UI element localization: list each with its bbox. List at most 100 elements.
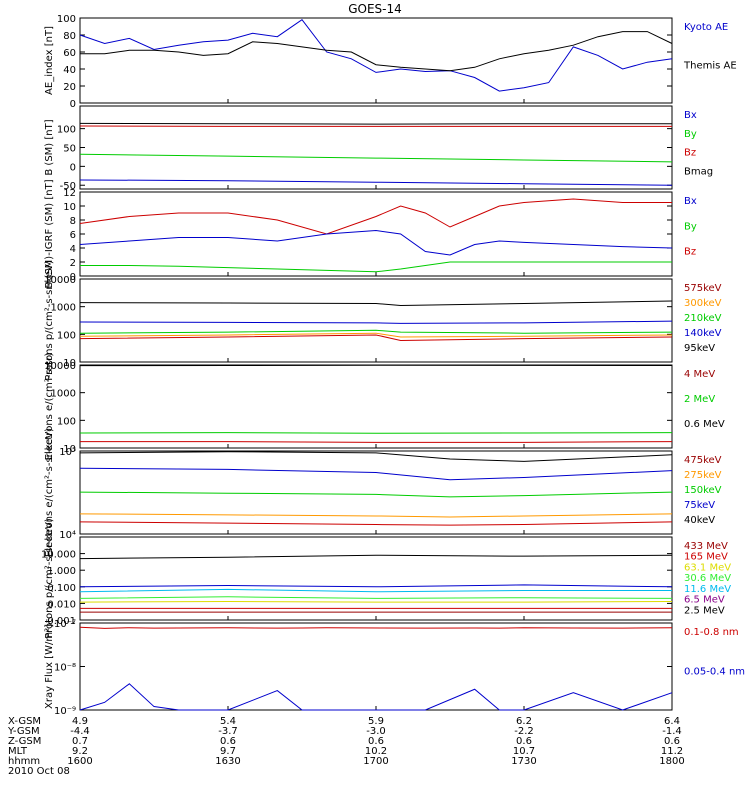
y-tick-label: 10000	[44, 275, 76, 286]
x-axis-value: 1600	[67, 756, 92, 767]
legend-entry: 210keV	[684, 313, 722, 324]
legend-entry: 575keV	[684, 283, 722, 294]
series-line-40kev	[79, 451, 673, 462]
legend-entry: Bz	[684, 148, 696, 159]
series-line-0-1-0-8-nm	[79, 626, 673, 629]
legend-entry: 75keV	[684, 500, 715, 511]
x-axis-value: 6.2	[516, 716, 532, 727]
y-tick-label: 0	[70, 99, 76, 110]
y-axis-label: B (SM)-IGRF (SM) [nT]	[44, 179, 55, 288]
legend-entry: 0.05-0.4 nm	[684, 667, 745, 678]
y-tick-label: 60	[63, 48, 76, 59]
series-line-300kev	[79, 332, 673, 338]
x-axis-value: 4.9	[72, 716, 88, 727]
series-line-2-mev	[79, 432, 673, 434]
x-axis-value: -4.4	[70, 726, 90, 737]
x-axis-table: X-GSM 4.9 5.4 5.9 6.2 6.4 Y-GSM -4.4 -3.7 -3.0 -2.…	[7, 716, 685, 777]
series-line-kyoto-ae	[79, 19, 673, 92]
panel-frame	[79, 536, 673, 621]
series-line-11-6-mev	[79, 588, 672, 593]
y-tick-label: 1000	[51, 303, 76, 314]
y-tick-label: 8	[70, 216, 76, 227]
y-tick-label: 100	[57, 14, 76, 25]
legend-entry: By	[684, 221, 697, 232]
legend-entry: 0.6 MeV	[684, 419, 725, 430]
panel-2: 0 2 4 6 8 10 12 B (SM)-IGRF (SM) [nT] Bx By Bz	[44, 179, 697, 288]
series-line-95kev	[79, 300, 673, 307]
y-tick-label: 40	[63, 65, 76, 76]
y-tick-label: 12	[63, 188, 76, 199]
legend-entry: 11.6 MeV	[684, 584, 731, 595]
legend-entry: 2.5 MeV	[684, 605, 725, 616]
series-line-themis-ae	[80, 31, 673, 72]
panel-5: 10⁴ 10⁵ Electrons e/(cm²-s-sr-keV) 475keV 27…	[44, 428, 722, 557]
series-line-4-mev	[80, 441, 673, 443]
y-tick-label: 0.010	[47, 599, 76, 610]
x-axis-value: 0.7	[72, 736, 88, 747]
x-axis-row-label: X-GSM	[8, 716, 41, 727]
series-line-6-5-mev	[79, 584, 673, 588]
y-tick-label: 50	[63, 144, 76, 155]
y-tick-label: 100	[57, 125, 76, 136]
series-line-475kev	[79, 521, 673, 526]
y-tick-label: 80	[63, 31, 76, 42]
x-axis-value: -1.4	[662, 726, 682, 737]
y-tick-label: 100	[57, 416, 76, 427]
y-tick-label: 0.001	[47, 616, 76, 627]
y-axis-label: Protons p/(cm²-s-sr-keV)	[44, 518, 55, 639]
legend-entry: Bmag	[684, 166, 713, 177]
x-axis-value: -3.7	[218, 726, 238, 737]
y-axis-label: Electrons e/(cm²-s-sr)	[44, 353, 55, 461]
x-axis-value: 0.6	[220, 736, 236, 747]
y-tick-label: 1.000	[47, 566, 76, 577]
y-axis-label: Protons p/(cm²-s-sr-keV)	[44, 260, 55, 381]
y-tick-label: 6	[70, 230, 76, 241]
legend-entry: By	[684, 129, 697, 140]
y-tick-label: 100	[57, 330, 76, 341]
legend-entry: 165 MeV	[684, 552, 728, 563]
y-tick-label: 2	[70, 258, 76, 269]
y-tick-label: 4	[70, 244, 76, 255]
legend-entry: 95keV	[684, 343, 715, 354]
legend-entry: 30.6 MeV	[684, 573, 731, 584]
x-axis-value: 5.9	[368, 716, 384, 727]
date-label: 2010 Oct 08	[8, 766, 70, 777]
y-tick-label: 0	[70, 272, 76, 283]
x-axis-value: 1800	[659, 756, 684, 767]
legend-entry: 0.1-0.8 nm	[684, 627, 739, 638]
series-line-by	[79, 153, 673, 163]
series-line-140kev	[79, 320, 673, 324]
series-line-210kev	[79, 329, 673, 334]
panel-frame	[79, 278, 673, 363]
y-tick-label: 10	[63, 444, 76, 455]
panel-frame	[79, 191, 673, 277]
y-tick-label: 10000	[44, 361, 76, 372]
chart-title: GOES-14	[348, 2, 402, 16]
y-axis-label: Electrons e/(cm²-s-sr-keV)	[44, 428, 55, 557]
series-line-575kev	[79, 334, 673, 341]
series-line-bx	[79, 229, 673, 256]
y-tick-label: 10	[63, 358, 76, 369]
legend-entry: 275keV	[684, 470, 722, 481]
x-axis-value: 9.2	[72, 746, 88, 757]
y-tick-label: 10.000	[41, 550, 76, 561]
x-axis-value: 1730	[511, 756, 536, 767]
legend-entry: Themis AE	[683, 61, 737, 72]
series-line-275kev	[79, 513, 673, 518]
legend-entry: 2 MeV	[684, 394, 715, 405]
legend-entry: 150keV	[684, 485, 722, 496]
y-tick-label: -50	[60, 181, 76, 192]
y-axis-label: Xray Flux [W/m²]	[44, 624, 55, 709]
y-tick-label: 10	[63, 202, 76, 213]
y-tick-label: 0.100	[47, 583, 76, 594]
x-axis-value: 0.6	[368, 736, 384, 747]
x-axis-row-label: Z-GSM	[8, 736, 41, 747]
legend-entry: 433 MeV	[684, 541, 728, 552]
x-axis-value: 1700	[363, 756, 388, 767]
